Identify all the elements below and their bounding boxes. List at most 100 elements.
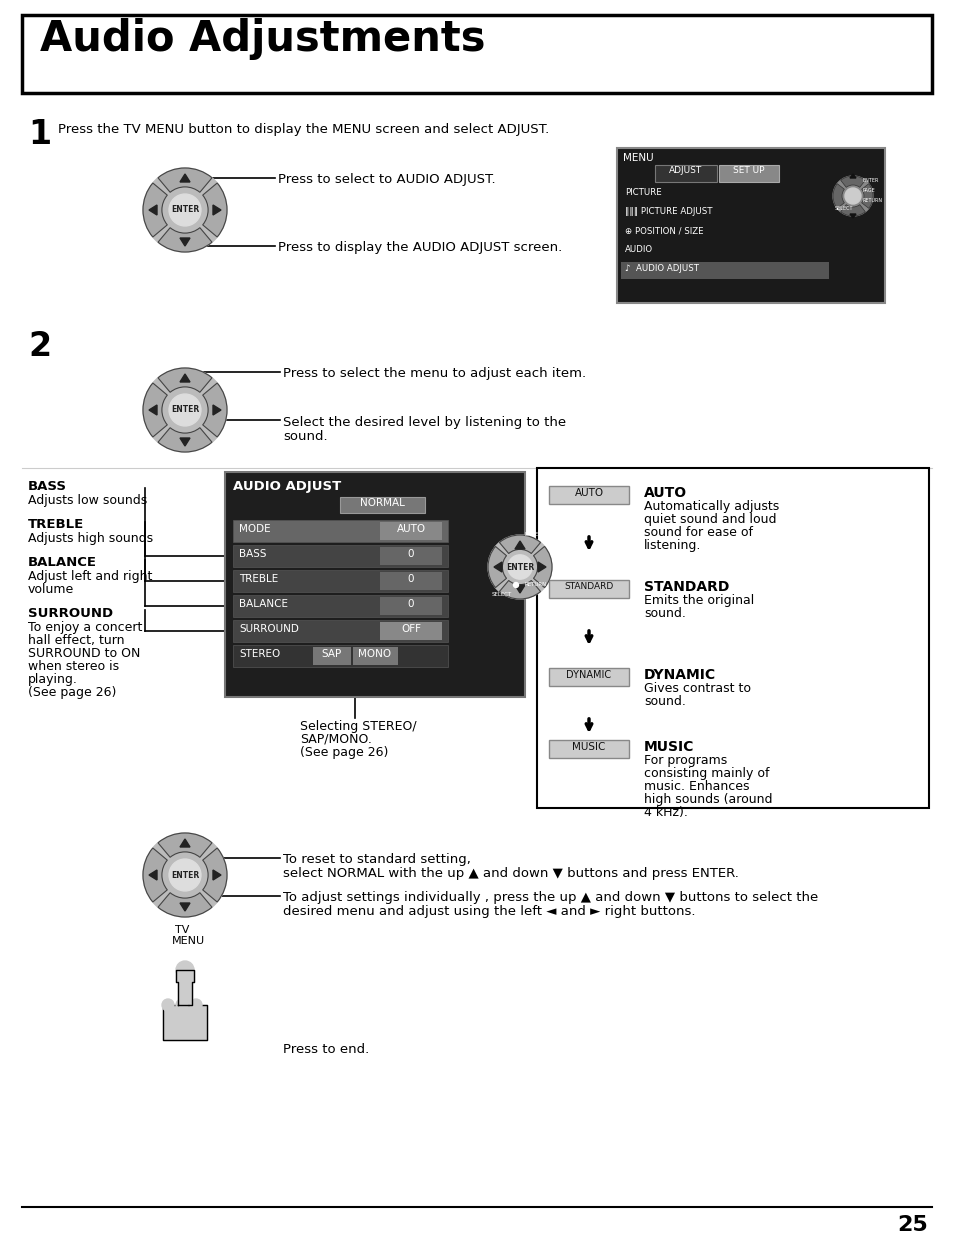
Circle shape bbox=[143, 368, 227, 452]
Bar bbox=[233, 595, 448, 618]
Wedge shape bbox=[143, 848, 167, 902]
Text: MUSIC: MUSIC bbox=[643, 740, 694, 755]
Text: Select the desired level by listening to the: Select the desired level by listening to… bbox=[283, 416, 565, 429]
Circle shape bbox=[169, 394, 201, 426]
Text: AUTO: AUTO bbox=[643, 487, 686, 500]
Text: OFF: OFF bbox=[400, 624, 420, 634]
Text: sound for ease of: sound for ease of bbox=[643, 526, 752, 538]
Text: ENTER: ENTER bbox=[171, 871, 199, 879]
Circle shape bbox=[488, 535, 552, 599]
Text: Press the TV MENU button to display the MENU screen and select ADJUST.: Press the TV MENU button to display the … bbox=[58, 124, 549, 136]
Text: Audio Adjustments: Audio Adjustments bbox=[40, 19, 485, 61]
Bar bbox=[379, 622, 441, 640]
Polygon shape bbox=[180, 174, 190, 182]
Text: AUTO: AUTO bbox=[396, 524, 425, 534]
Wedge shape bbox=[158, 427, 212, 452]
Polygon shape bbox=[163, 1005, 207, 1040]
Bar bbox=[617, 148, 884, 303]
Wedge shape bbox=[202, 848, 227, 902]
Text: STANDARD: STANDARD bbox=[564, 582, 613, 592]
Polygon shape bbox=[537, 562, 545, 572]
Bar bbox=[537, 468, 928, 808]
Wedge shape bbox=[143, 383, 167, 437]
Text: Press to select to AUDIO ADJUST.: Press to select to AUDIO ADJUST. bbox=[277, 173, 496, 186]
Text: RETURN: RETURN bbox=[524, 582, 547, 587]
Bar bbox=[233, 545, 448, 567]
Polygon shape bbox=[849, 214, 855, 219]
Text: 0: 0 bbox=[407, 550, 414, 559]
Circle shape bbox=[169, 860, 201, 890]
Text: select NORMAL with the up ▲ and down ▼ buttons and press ENTER.: select NORMAL with the up ▲ and down ▼ b… bbox=[283, 867, 739, 881]
Bar bbox=[379, 522, 441, 540]
Bar bbox=[620, 262, 828, 279]
Polygon shape bbox=[213, 205, 221, 215]
Text: To enjoy a concert: To enjoy a concert bbox=[28, 621, 142, 634]
Wedge shape bbox=[158, 368, 212, 393]
Wedge shape bbox=[202, 183, 227, 237]
Wedge shape bbox=[840, 177, 864, 188]
Text: high sounds (around: high sounds (around bbox=[643, 793, 772, 806]
Wedge shape bbox=[488, 546, 506, 588]
Wedge shape bbox=[143, 183, 167, 237]
Polygon shape bbox=[849, 174, 855, 178]
Text: Adjusts high sounds: Adjusts high sounds bbox=[28, 532, 153, 545]
Text: hall effect, turn: hall effect, turn bbox=[28, 634, 125, 647]
Text: Press to display the AUDIO ADJUST screen.: Press to display the AUDIO ADJUST screen… bbox=[277, 241, 561, 254]
Text: ADJUST: ADJUST bbox=[669, 165, 702, 175]
Wedge shape bbox=[158, 168, 212, 193]
Circle shape bbox=[507, 555, 532, 579]
Wedge shape bbox=[840, 205, 864, 216]
Text: Adjust left and right: Adjust left and right bbox=[28, 571, 152, 583]
Text: DYNAMIC: DYNAMIC bbox=[643, 668, 716, 682]
Polygon shape bbox=[180, 374, 190, 382]
Bar bbox=[233, 520, 448, 542]
Circle shape bbox=[832, 177, 872, 216]
Text: STANDARD: STANDARD bbox=[643, 580, 729, 594]
Text: ENTER: ENTER bbox=[505, 562, 534, 572]
Text: MUSIC: MUSIC bbox=[572, 742, 605, 752]
Text: BALANCE: BALANCE bbox=[28, 556, 97, 569]
Text: when stereo is: when stereo is bbox=[28, 659, 119, 673]
Text: RETURN: RETURN bbox=[862, 198, 882, 203]
Text: To reset to standard setting,: To reset to standard setting, bbox=[283, 853, 471, 866]
Text: MENU: MENU bbox=[622, 153, 653, 163]
Text: playing.: playing. bbox=[28, 673, 78, 685]
Circle shape bbox=[513, 583, 518, 588]
Bar bbox=[233, 645, 448, 667]
Bar bbox=[379, 572, 441, 590]
Text: TV: TV bbox=[174, 925, 190, 935]
Text: 0: 0 bbox=[407, 574, 414, 584]
Bar bbox=[339, 496, 424, 513]
Text: TREBLE: TREBLE bbox=[239, 574, 278, 584]
Text: ENTER: ENTER bbox=[524, 532, 542, 537]
Text: 2: 2 bbox=[28, 330, 51, 363]
Text: ⊕ POSITION / SIZE: ⊕ POSITION / SIZE bbox=[624, 226, 703, 235]
Text: TREBLE: TREBLE bbox=[28, 517, 84, 531]
Bar bbox=[313, 647, 351, 664]
Bar bbox=[548, 668, 628, 685]
Text: SAP/MONO.: SAP/MONO. bbox=[299, 734, 372, 746]
Text: NORMAL: NORMAL bbox=[359, 498, 404, 508]
Bar bbox=[548, 487, 628, 504]
Text: STEREO: STEREO bbox=[239, 650, 280, 659]
Circle shape bbox=[143, 832, 227, 918]
Text: volume: volume bbox=[28, 583, 74, 597]
Text: SELECT: SELECT bbox=[492, 592, 512, 597]
Text: consisting mainly of: consisting mainly of bbox=[643, 767, 769, 781]
Wedge shape bbox=[832, 184, 843, 209]
Text: DYNAMIC: DYNAMIC bbox=[566, 671, 611, 680]
Text: Emits the original: Emits the original bbox=[643, 594, 754, 606]
Polygon shape bbox=[180, 238, 190, 246]
Circle shape bbox=[169, 194, 201, 226]
Text: listening.: listening. bbox=[643, 538, 700, 552]
Text: To adjust settings individually , press the up ▲ and down ▼ buttons to select th: To adjust settings individually , press … bbox=[283, 890, 818, 904]
Bar bbox=[379, 597, 441, 615]
Circle shape bbox=[143, 168, 227, 252]
Circle shape bbox=[844, 188, 861, 204]
Circle shape bbox=[190, 999, 202, 1011]
Text: sound.: sound. bbox=[643, 606, 685, 620]
Text: MENU: MENU bbox=[172, 936, 205, 946]
Polygon shape bbox=[149, 869, 157, 881]
Text: ENTER: ENTER bbox=[171, 405, 199, 415]
Text: For programs: For programs bbox=[643, 755, 726, 767]
